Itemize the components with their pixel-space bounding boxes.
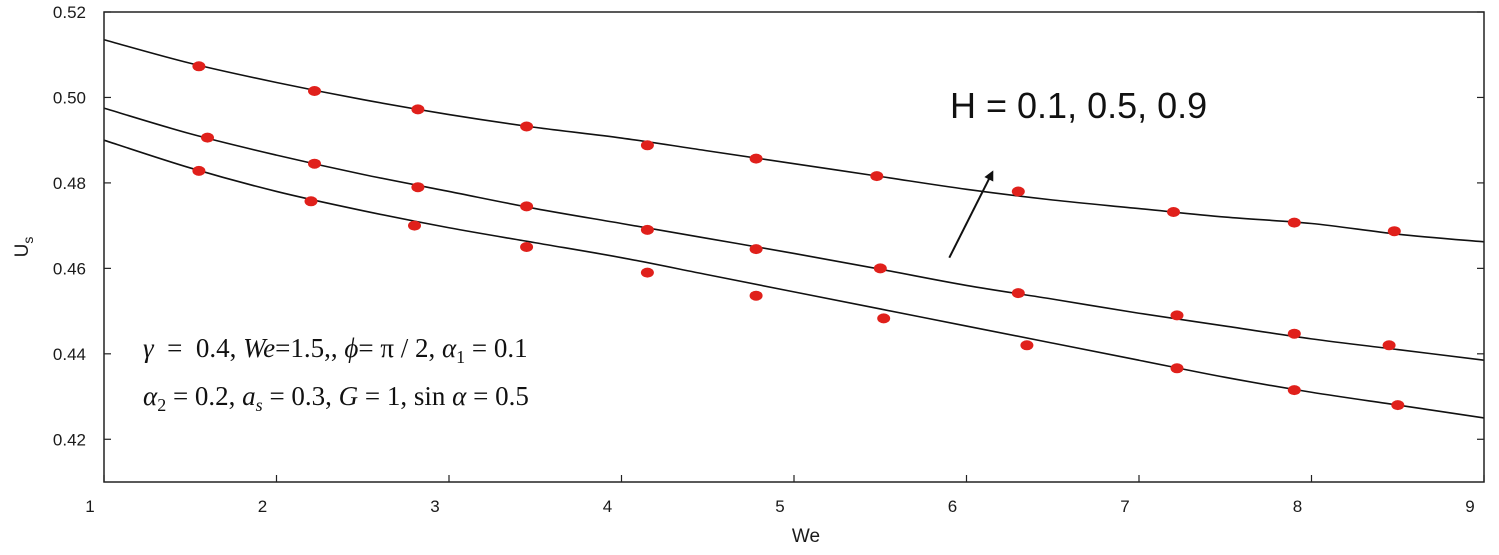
y-tick-label: 0.42	[53, 430, 86, 449]
series-1-point-4	[520, 242, 534, 252]
series-1-point-6	[749, 290, 763, 301]
svg-text:Us: Us	[12, 237, 36, 258]
param-gamma-symbol: γ	[143, 333, 155, 363]
series-1-point-2	[304, 196, 318, 207]
y-axis-label: Us	[12, 237, 36, 258]
param-as-value: = 0.3,	[263, 381, 332, 411]
param-alpha1-value: = 0.1	[465, 333, 527, 363]
series-2-point-9	[1170, 310, 1184, 321]
y-axis-label-subscript: s	[20, 237, 36, 244]
x-axis-label: We	[792, 526, 820, 547]
series-3-point-2	[308, 86, 321, 96]
series-2-point-10	[1287, 328, 1301, 339]
x-tick-label: 7	[1120, 497, 1129, 516]
series-2-point-5	[640, 224, 654, 235]
series-2-point-11	[1382, 340, 1396, 351]
param-alpha1-symbol: α	[442, 333, 457, 363]
param-line-2: α2 = 0.2, as = 0.3, G = 1, sin α = 0.5	[143, 381, 529, 415]
series-2-point-8	[1011, 288, 1025, 299]
param-g-value: = 1, sin	[358, 381, 452, 411]
series-curves	[103, 38, 1485, 419]
x-tick-label: 3	[430, 497, 439, 516]
x-tick-label: 9	[1465, 497, 1474, 516]
param-gamma-value: = 0.4,	[154, 333, 237, 363]
series-3-point-10	[1287, 217, 1301, 228]
series-3-point-11	[1387, 226, 1401, 237]
x-tick-label: 8	[1293, 497, 1302, 516]
param-alpha2-symbol: α	[143, 381, 158, 411]
series-2-point-2	[308, 158, 321, 169]
param-line-1: γ = 0.4, We=1.5,, ϕ= π / 2, α1 = 0.1	[143, 333, 528, 367]
series-1-point-5	[640, 267, 654, 278]
x-tick-label: 1	[85, 497, 94, 516]
y-axis-label-main: U	[12, 244, 33, 258]
y-axis-ticks: 0.42 0.44 0.46 0.48 0.50 0.52	[53, 3, 1484, 449]
series-markers	[192, 61, 1405, 411]
y-tick-label: 0.48	[53, 174, 86, 193]
annotation-arrow	[948, 170, 994, 259]
series-2-point-6	[749, 244, 763, 255]
y-tick-label: 0.50	[53, 88, 86, 107]
series-3-point-7	[870, 171, 884, 182]
x-axis-ticks: 1 2 3 4 5 6 7 8 9	[85, 475, 1485, 516]
series-3-point-3	[411, 104, 425, 115]
series-2-point-4	[520, 201, 534, 212]
series-1-point-1	[192, 165, 206, 176]
y-tick-label: 0.52	[53, 3, 86, 22]
x-tick-label: 2	[258, 497, 267, 516]
series-line-1	[103, 139, 1485, 419]
x-tick-label: 4	[603, 497, 612, 516]
series-1-point-9	[1170, 363, 1184, 374]
param-we-symbol: We	[243, 333, 275, 363]
series-1-point-7	[877, 313, 891, 324]
param-alpha-value: = 0.5	[466, 381, 528, 411]
series-3-point-8	[1011, 186, 1025, 197]
series-3-point-4	[520, 121, 534, 132]
series-2-point-3	[411, 182, 425, 193]
annotation-text: H = 0.1, 0.5, 0.9	[950, 85, 1207, 126]
y-tick-label: 0.44	[53, 345, 86, 364]
x-tick-label: 6	[948, 497, 957, 516]
param-alpha2-value: = 0.2,	[166, 381, 235, 411]
x-tick-label: 5	[775, 497, 784, 516]
series-1-point-10	[1287, 385, 1301, 396]
series-3-point-1	[192, 61, 206, 72]
param-alpha1-subscript: 1	[456, 347, 465, 367]
series-1-point-8	[1020, 340, 1034, 351]
plot-frame	[103, 11, 1485, 483]
series-3-point-9	[1167, 207, 1180, 217]
param-g-symbol: G	[339, 381, 359, 411]
param-as-symbol: a	[242, 381, 256, 411]
param-alpha2-subscript: 2	[157, 395, 166, 415]
series-1-point-3	[408, 220, 421, 231]
series-line-2	[103, 107, 1485, 362]
param-phi-value: = π / 2,	[358, 333, 435, 363]
param-we-value: =1.5,,	[275, 333, 337, 363]
series-1-point-11	[1391, 400, 1405, 411]
series-line-3	[103, 38, 1485, 243]
series-2-point-1	[201, 132, 214, 143]
y-tick-label: 0.46	[53, 259, 86, 278]
series-2-point-7	[873, 263, 887, 274]
series-3-point-5	[640, 140, 654, 151]
series-3-point-6	[749, 153, 763, 164]
param-as-subscript: s	[256, 395, 263, 415]
param-phi-symbol: ϕ	[344, 333, 358, 363]
param-alpha-symbol: α	[452, 381, 467, 411]
